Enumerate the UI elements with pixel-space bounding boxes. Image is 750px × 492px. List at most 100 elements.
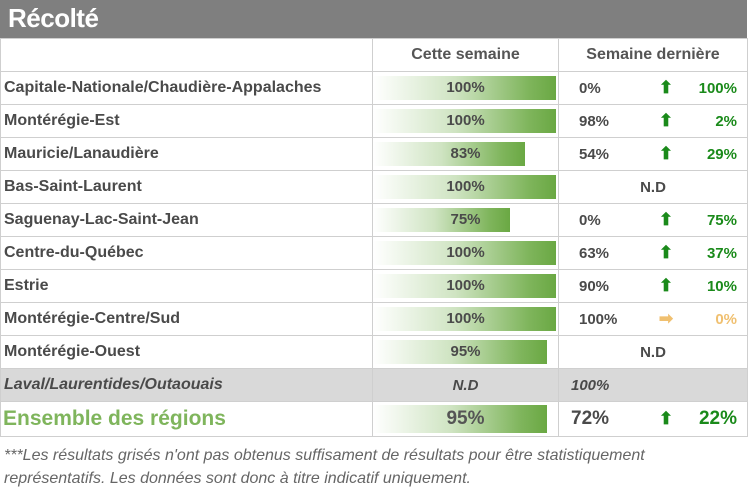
table-row: Montérégie-Centre/Sud 100% 100% ➡ 0% bbox=[0, 302, 748, 336]
right-arrow-icon: ➡ bbox=[658, 309, 674, 328]
up-arrow-icon: ⬆ bbox=[658, 210, 674, 229]
up-arrow-icon: ⬆ bbox=[658, 243, 674, 262]
table-row: Mauricie/Lanaudière 83% 54% ⬆ 29% bbox=[0, 137, 748, 171]
table-row: Montérégie-Ouest 95% N.D bbox=[0, 335, 748, 369]
progress-bar bbox=[373, 76, 557, 100]
last-week-cell: 0% ⬆ 75% bbox=[558, 203, 748, 237]
last-week-value: 54% bbox=[579, 145, 610, 163]
greyed-row: Laval/Laurentides/Outaouais N.D 100% bbox=[0, 368, 748, 402]
last-week-value: 100% bbox=[579, 310, 618, 328]
change-value: 0% bbox=[715, 310, 737, 328]
region-header bbox=[0, 38, 373, 72]
comparison: 100% ➡ 0% bbox=[560, 304, 747, 335]
last-week-value: 0% bbox=[579, 79, 601, 97]
change-value: 37% bbox=[706, 244, 737, 262]
region-name: Montérégie-Ouest bbox=[0, 335, 373, 369]
page-title: Récolté bbox=[8, 3, 99, 33]
comparison: 0% ⬆ 75% bbox=[560, 205, 747, 236]
region-name: Mauricie/Lanaudière bbox=[0, 137, 373, 171]
header-row: Cette semaine Semaine dernière bbox=[0, 38, 748, 72]
table-row: Montérégie-Est 100% 98% ⬆ 2% bbox=[0, 104, 748, 138]
table-row: Estrie 100% 90% ⬆ 10% bbox=[0, 269, 748, 303]
change-value: 10% bbox=[706, 277, 737, 295]
this-week-cell: 100% bbox=[372, 170, 559, 204]
this-week-value: 100% bbox=[446, 112, 485, 129]
last-week-nd: N.D bbox=[558, 335, 748, 369]
this-week-cell: 100% bbox=[372, 236, 559, 270]
region-name: Centre-du-Québec bbox=[0, 236, 373, 270]
last-week-cell: 0% ⬆ 100% bbox=[558, 71, 748, 105]
last-week-value: 100% bbox=[558, 368, 748, 402]
this-week-cell: 100% bbox=[372, 302, 559, 336]
region-name: Bas-Saint-Laurent bbox=[0, 170, 373, 204]
last-week-cell: 54% ⬆ 29% bbox=[558, 137, 748, 171]
this-week-cell: 95% bbox=[372, 335, 559, 369]
last-week-cell: 90% ⬆ 10% bbox=[558, 269, 748, 303]
progress-bar bbox=[373, 241, 557, 265]
this-week-value: 95% bbox=[450, 343, 481, 360]
last-week-cell: 100% ➡ 0% bbox=[558, 302, 748, 336]
table-row: Centre-du-Québec 100% 63% ⬆ 37% bbox=[0, 236, 748, 270]
comparison: 72% ⬆ 22% bbox=[560, 403, 747, 435]
last-week-value: 72% bbox=[571, 408, 610, 429]
last-week-value: 98% bbox=[579, 112, 610, 130]
change-value: 29% bbox=[706, 145, 737, 163]
last-week-header: Semaine dernière bbox=[558, 38, 748, 72]
comparison: 98% ⬆ 2% bbox=[560, 106, 747, 137]
this-week-cell: 100% bbox=[372, 71, 559, 105]
progress-bar bbox=[373, 175, 557, 199]
region-name: Estrie bbox=[0, 269, 373, 303]
up-arrow-icon: ⬆ bbox=[658, 409, 674, 428]
last-week-nd: N.D bbox=[558, 170, 748, 204]
this-week-value: 100% bbox=[446, 244, 485, 261]
this-week-cell: 95% bbox=[372, 401, 559, 437]
this-week-value: 100% bbox=[446, 277, 485, 294]
total-label: Ensemble des régions bbox=[0, 401, 373, 437]
this-week-value: 95% bbox=[446, 408, 485, 429]
this-week-cell: 83% bbox=[372, 137, 559, 171]
total-row: Ensemble des régions 95% 72% ⬆ 22% bbox=[0, 401, 748, 437]
this-week-value: 83% bbox=[450, 145, 481, 162]
table-row: Capitale-Nationale/Chaudière-Appalaches 1… bbox=[0, 71, 748, 105]
region-name: Laval/Laurentides/Outaouais bbox=[0, 368, 373, 402]
region-name: Capitale-Nationale/Chaudière-Appalaches bbox=[0, 71, 373, 105]
this-week-cell: 100% bbox=[372, 104, 559, 138]
last-week-value: 90% bbox=[579, 277, 610, 295]
this-week-value: 100% bbox=[446, 310, 485, 327]
progress-bar bbox=[373, 405, 548, 433]
table-row: Saguenay-Lac-Saint-Jean 75% 0% ⬆ 75% bbox=[0, 203, 748, 237]
this-week-header: Cette semaine bbox=[372, 38, 559, 72]
this-week-value: 100% bbox=[446, 178, 485, 195]
change-value: 100% bbox=[698, 79, 737, 97]
comparison: 0% ⬆ 100% bbox=[560, 73, 747, 104]
change-value: 22% bbox=[698, 408, 737, 429]
progress-bar bbox=[373, 307, 557, 331]
this-week-cell: 75% bbox=[372, 203, 559, 237]
last-week-cell: 98% ⬆ 2% bbox=[558, 104, 748, 138]
progress-bar bbox=[373, 142, 526, 166]
last-week-value: 0% bbox=[579, 211, 601, 229]
region-name: Saguenay-Lac-Saint-Jean bbox=[0, 203, 373, 237]
region-name: Montérégie-Est bbox=[0, 104, 373, 138]
this-week-value: 100% bbox=[446, 79, 485, 96]
this-week-value: 75% bbox=[450, 211, 481, 228]
harvest-table: Cette semaine Semaine dernière Capitale-… bbox=[0, 38, 748, 437]
progress-bar bbox=[373, 208, 511, 232]
region-name: Montérégie-Centre/Sud bbox=[0, 302, 373, 336]
up-arrow-icon: ⬆ bbox=[658, 144, 674, 163]
comparison: 63% ⬆ 37% bbox=[560, 238, 747, 269]
title-bar: Récolté bbox=[0, 0, 747, 38]
progress-bar bbox=[373, 274, 557, 298]
footnote: ***Les résultats grisés n'ont pas obtenu… bbox=[4, 447, 645, 487]
change-value: 2% bbox=[715, 112, 737, 130]
change-value: 75% bbox=[706, 211, 737, 229]
table-row: Bas-Saint-Laurent 100% N.D bbox=[0, 170, 748, 204]
last-week-cell: 72% ⬆ 22% bbox=[558, 401, 748, 437]
progress-bar bbox=[373, 109, 557, 133]
this-week-nd: N.D bbox=[372, 368, 559, 402]
up-arrow-icon: ⬆ bbox=[658, 111, 674, 130]
comparison: 90% ⬆ 10% bbox=[560, 271, 747, 302]
up-arrow-icon: ⬆ bbox=[658, 276, 674, 295]
last-week-value: 63% bbox=[579, 244, 610, 262]
up-arrow-icon: ⬆ bbox=[658, 78, 674, 97]
